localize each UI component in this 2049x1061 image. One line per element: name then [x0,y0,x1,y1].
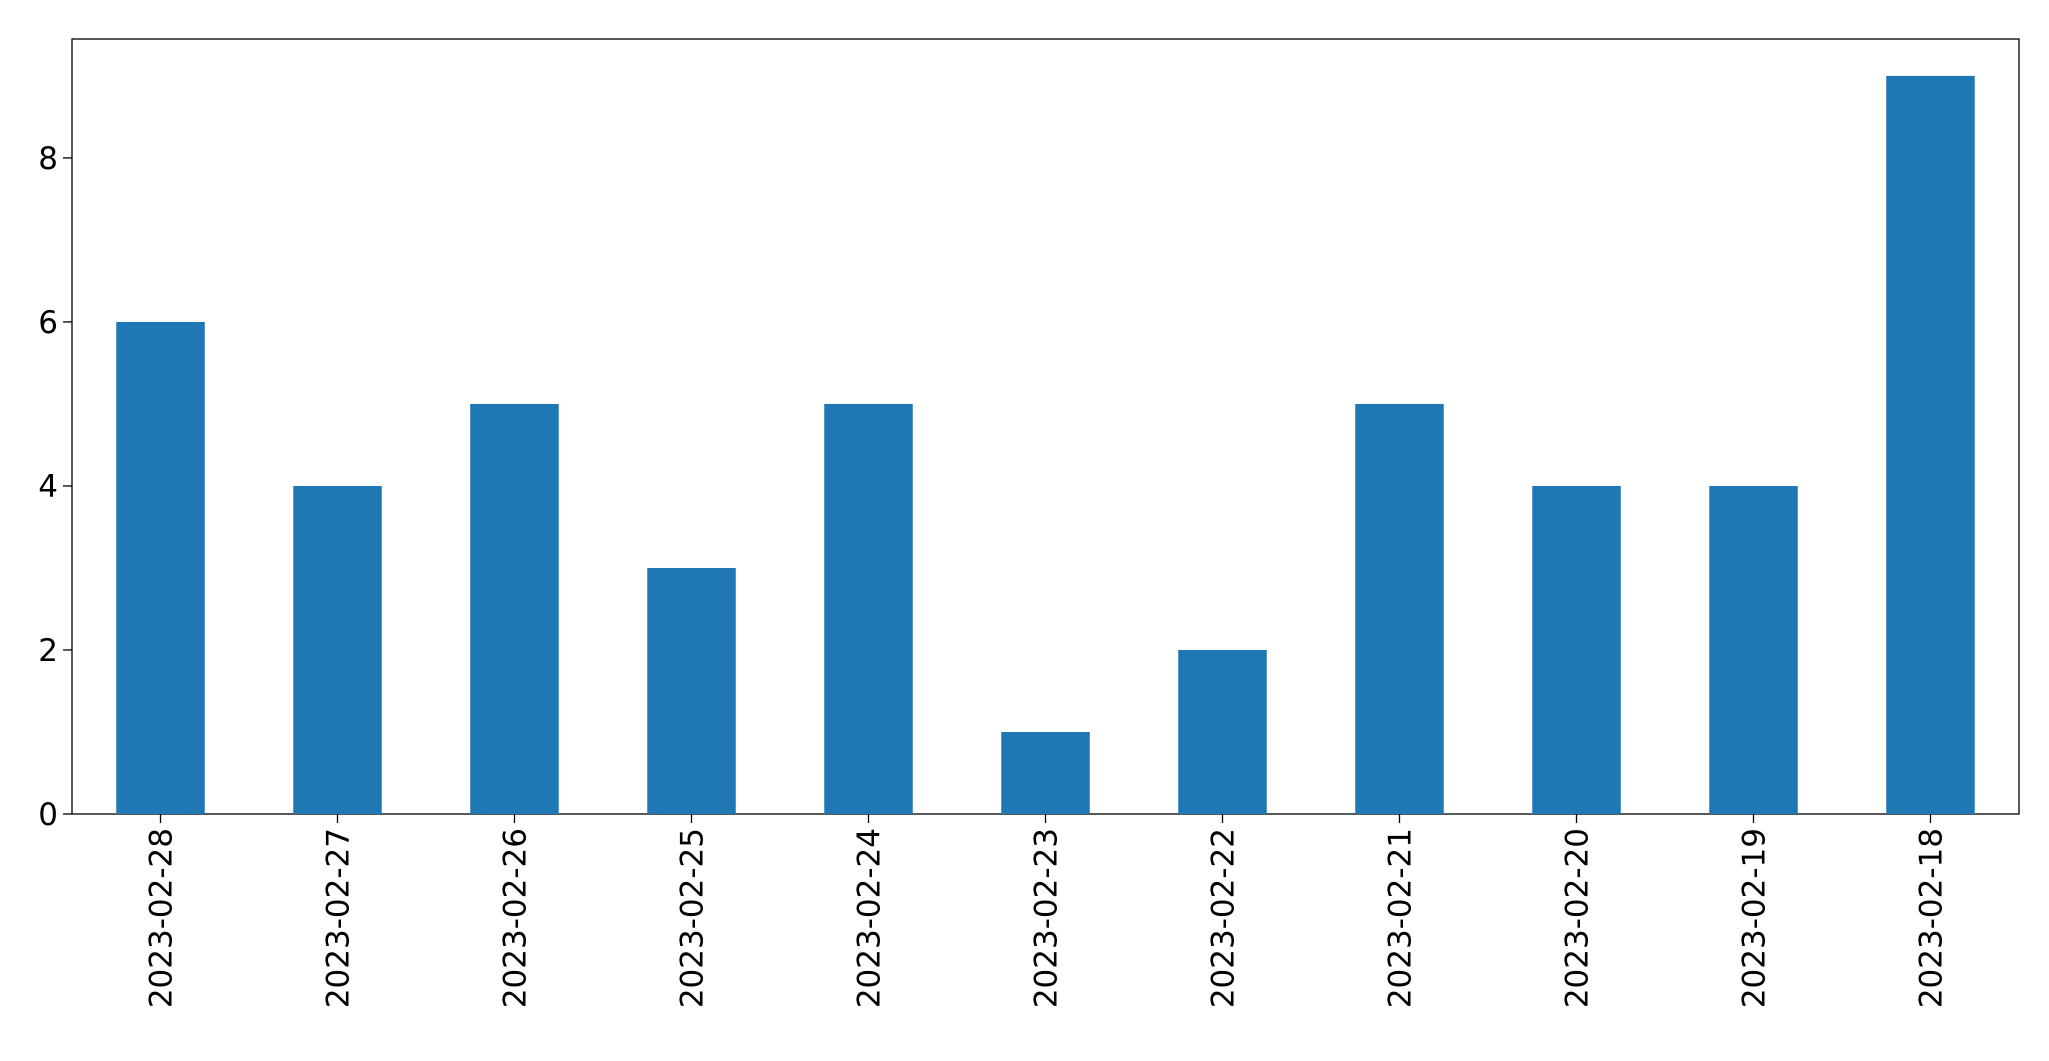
bar [1001,731,1090,814]
bar [470,403,559,814]
bar [1355,403,1444,814]
bar [116,321,205,814]
x-tick-label: 2023-02-24 [852,828,888,1008]
bar [1886,75,1975,814]
x-tick-label: 2023-02-25 [675,828,711,1008]
bar [824,403,913,814]
y-tick-label: 0 [38,797,58,833]
x-tick-label: 2023-02-18 [1914,828,1950,1008]
x-tick-label: 2023-02-20 [1560,828,1596,1008]
x-tick-label: 2023-02-26 [498,828,534,1008]
bar [647,567,736,814]
bar [1532,485,1621,814]
y-tick-label: 2 [38,633,58,669]
y-tick-label: 4 [38,469,58,505]
x-tick-label: 2023-02-21 [1383,828,1419,1008]
x-tick-label: 2023-02-19 [1737,828,1773,1008]
x-tick-label: 2023-02-27 [321,828,357,1008]
x-tick-label: 2023-02-22 [1206,828,1242,1008]
bar [1178,649,1267,814]
bar [1709,485,1798,814]
y-tick-label: 8 [38,141,58,177]
x-tick-label: 2023-02-23 [1029,828,1065,1008]
x-tick-label: 2023-02-28 [144,828,180,1008]
y-tick-label: 6 [38,305,58,341]
bar [293,485,382,814]
